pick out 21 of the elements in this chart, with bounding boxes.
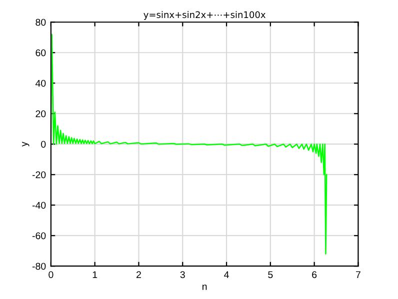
line-series [50,34,328,255]
y-tick-label: -40 [32,202,46,209]
y-tick-label: 60 [36,49,46,56]
x-tick-label: 3 [180,271,185,278]
x-tick-label: 2 [136,271,141,278]
x-tick-label: 6 [312,271,317,278]
y-tick-label: -20 [32,171,46,178]
x-tick-label: 7 [356,271,360,278]
y-tick-label: 80 [36,18,46,26]
y-tick-label: -60 [32,232,46,240]
x-tick-label: 4 [224,271,229,278]
chart-title: y=sinx+sin2x+⋯+sin100x [144,11,266,20]
x-tick-label: 1 [92,271,98,278]
y-tick-label: 0 [41,140,46,148]
x-axis-title: n [202,284,207,290]
x-tick-label: 0 [48,271,54,278]
y-tick-label: 20 [36,110,46,118]
y-tick-label: -80 [32,262,46,270]
y-tick-label: 40 [35,80,46,87]
x-tick-label: 5 [268,271,273,278]
y-axis-title: y [22,142,30,147]
